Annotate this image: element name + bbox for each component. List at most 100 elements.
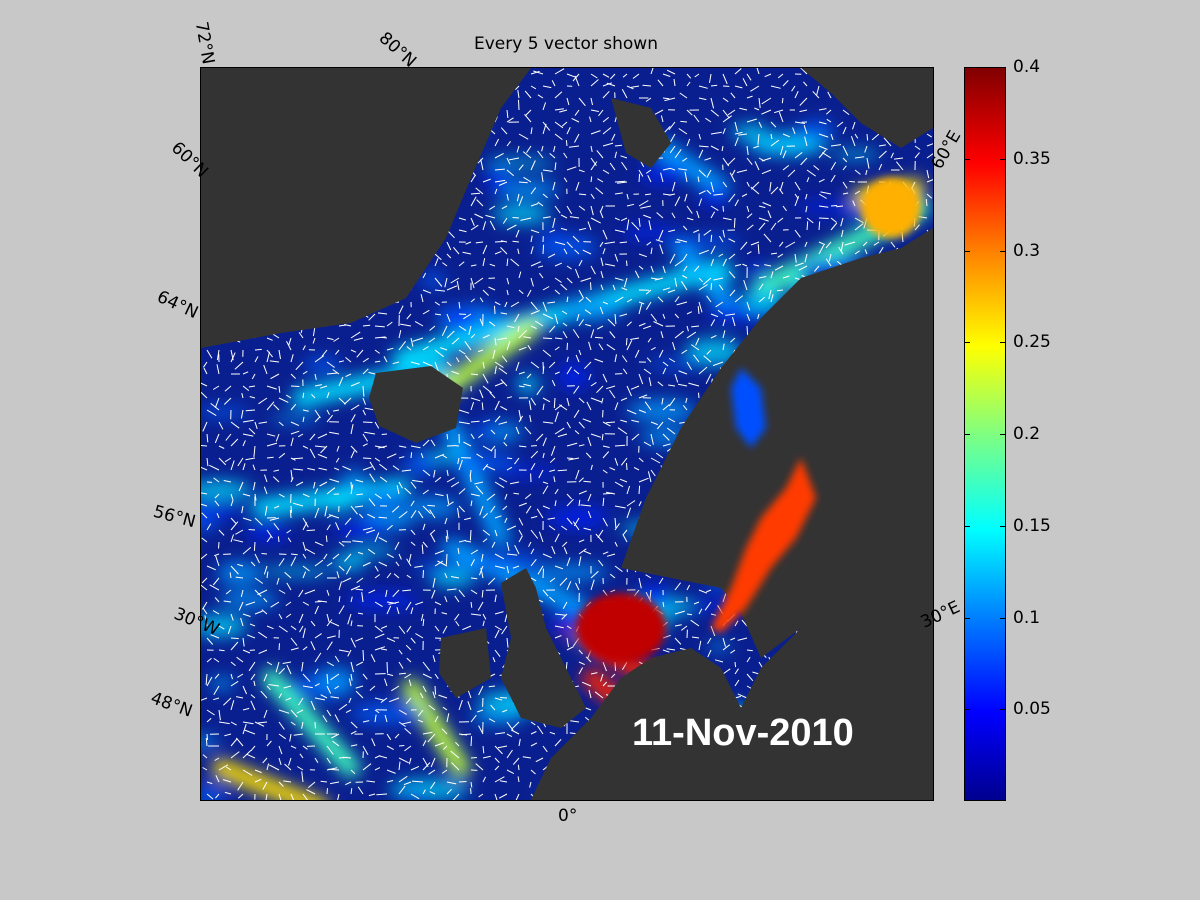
velocity-vector (638, 477, 649, 483)
velocity-vector (422, 439, 430, 447)
velocity-vector (542, 286, 550, 291)
velocity-vector (272, 476, 280, 483)
velocity-vector (590, 205, 594, 216)
velocity-vector (293, 733, 304, 736)
velocity-vector (482, 361, 485, 369)
velocity-vector (290, 373, 296, 379)
velocity-vector (392, 465, 400, 471)
velocity-vector (574, 249, 580, 255)
velocity-vector (554, 313, 559, 324)
velocity-vector (542, 481, 549, 485)
velocity-vector (514, 544, 520, 555)
velocity-vector (634, 270, 640, 279)
velocity-vector (230, 521, 239, 531)
speed-patch (269, 414, 321, 423)
velocity-vector (338, 596, 341, 603)
velocity-vector (542, 397, 551, 403)
velocity-vector (230, 460, 235, 471)
velocity-vector (504, 613, 508, 623)
velocity-vector (557, 469, 568, 472)
velocity-vector (674, 330, 684, 339)
velocity-vector (242, 493, 251, 497)
velocity-vector (698, 392, 700, 399)
velocity-vector (408, 679, 412, 687)
velocity-vector (356, 493, 364, 496)
velocity-vector (530, 203, 539, 207)
velocity-vector (530, 85, 537, 90)
velocity-vector (204, 615, 208, 627)
velocity-vector (488, 286, 496, 291)
velocity-vector (498, 367, 508, 375)
velocity-vector (530, 70, 540, 75)
velocity-vector (645, 591, 652, 603)
velocity-vector (535, 433, 544, 442)
velocity-vector (559, 577, 568, 586)
velocity-vector (572, 235, 580, 243)
velocity-vector (494, 415, 501, 423)
velocity-vector (374, 633, 385, 639)
velocity-vector (583, 527, 592, 531)
velocity-vector (266, 763, 270, 771)
velocity-vector (290, 469, 293, 481)
velocity-vector (302, 673, 311, 683)
velocity-vector (605, 421, 616, 424)
velocity-vector (703, 355, 712, 363)
velocity-vector (218, 541, 220, 549)
velocity-vector (369, 473, 376, 483)
velocity-vector (553, 397, 556, 409)
velocity-vector (645, 169, 652, 174)
velocity-vector (213, 657, 220, 663)
velocity-vector (401, 469, 412, 472)
velocity-vector (842, 109, 850, 115)
velocity-vector (926, 169, 930, 179)
speed-patch (331, 553, 367, 571)
velocity-vector (638, 485, 641, 495)
velocity-vector (866, 133, 869, 141)
velocity-vector (302, 793, 308, 800)
velocity-vector (602, 661, 607, 672)
velocity-vector (266, 571, 269, 579)
speed-patch (321, 486, 356, 513)
velocity-vector (691, 325, 700, 328)
velocity-vector (500, 247, 508, 255)
velocity-vector (290, 421, 300, 427)
velocity-vector (422, 272, 427, 279)
velocity-vector (261, 553, 268, 555)
speed-patch (444, 309, 477, 331)
velocity-vector (602, 421, 611, 427)
velocity-vector (668, 229, 676, 233)
velocity-vector (494, 529, 498, 537)
velocity-vector (600, 205, 604, 212)
velocity-vector (350, 423, 354, 435)
velocity-vector (503, 433, 508, 440)
velocity-vector (590, 161, 598, 171)
velocity-vector (510, 258, 520, 267)
velocity-vector (605, 263, 616, 267)
velocity-vector (214, 553, 220, 557)
velocity-vector (551, 80, 556, 87)
velocity-vector (249, 396, 256, 399)
speed-patch (201, 614, 248, 638)
velocity-vector (673, 78, 676, 87)
velocity-vector (494, 697, 503, 701)
velocity-vector (374, 349, 380, 354)
velocity-vector (511, 729, 520, 735)
velocity-vector (310, 641, 316, 651)
velocity-vector (578, 319, 585, 327)
velocity-vector (619, 478, 628, 483)
velocity-vector (643, 441, 652, 447)
velocity-vector (330, 696, 340, 699)
velocity-vector (590, 282, 592, 291)
velocity-vector (314, 683, 320, 687)
velocity-vector (362, 720, 370, 723)
velocity-vector (499, 477, 508, 483)
velocity-vector (474, 277, 484, 285)
velocity-vector (800, 157, 808, 166)
velocity-vector (501, 355, 508, 363)
velocity-vector (258, 421, 268, 424)
velocity-vector (463, 441, 472, 447)
velocity-vector (524, 493, 532, 500)
velocity-vector (664, 97, 676, 102)
velocity-vector (404, 487, 412, 495)
velocity-vector (266, 349, 273, 358)
